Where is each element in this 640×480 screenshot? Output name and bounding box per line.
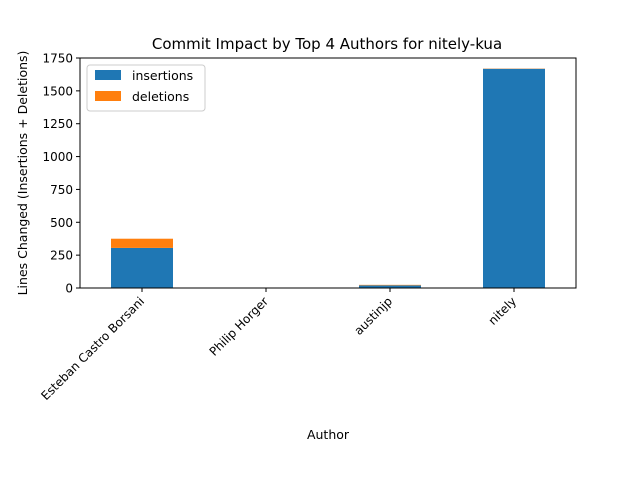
bar-deletions-2: [359, 284, 421, 286]
y-tick-label: 500: [50, 216, 73, 230]
plot-frame: [79, 57, 577, 289]
legend-swatch-deletions: [95, 91, 121, 101]
y-tick-label: 1250: [42, 117, 73, 131]
bar-insertions-2: [359, 285, 421, 288]
bars-group: [111, 68, 545, 288]
bar-deletions-0: [111, 238, 173, 248]
chart-title: Commit Impact by Top 4 Authors for nitel…: [152, 35, 502, 53]
y-tick-label: 1000: [42, 150, 73, 164]
legend-label-deletions: deletions: [132, 89, 189, 104]
y-tick-label: 250: [50, 249, 73, 263]
x-axis-label: Author: [307, 427, 350, 442]
legend-swatch-insertions: [95, 70, 121, 80]
bar-insertions-3: [483, 68, 545, 288]
y-tick-label: 1750: [42, 52, 73, 66]
bar-insertions-0: [111, 247, 173, 288]
legend: insertions deletions: [86, 64, 206, 112]
y-tick-label: 0: [65, 282, 73, 296]
y-axis-label: Lines Changed (Insertions + Deletions): [15, 51, 30, 296]
y-tick-label: 750: [50, 183, 73, 197]
y-tick-label: 1500: [42, 84, 73, 98]
legend-label-insertions: insertions: [132, 68, 193, 83]
y-axis: 0 250 500 750 1000 1250 1500 1750: [42, 52, 80, 296]
